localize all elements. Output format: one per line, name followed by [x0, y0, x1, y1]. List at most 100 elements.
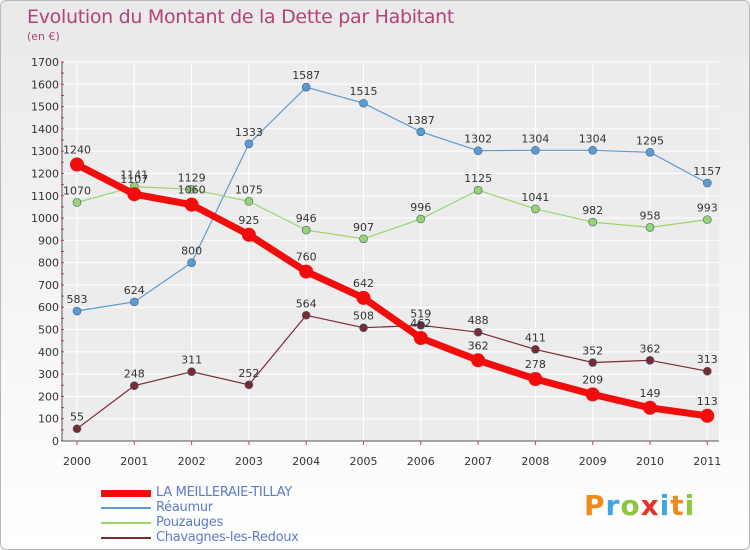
data-point-chavagnes-les-redoux: [359, 323, 368, 333]
data-label-chavagnes-les-redoux: 362: [640, 342, 661, 355]
data-label-pouzauges: 1075: [235, 183, 263, 196]
y-tick-label: 600: [38, 301, 59, 314]
data-point-la-meilleraie-tillay: [184, 197, 199, 212]
data-point-chavagnes-les-redoux: [588, 358, 598, 367]
data-label-r-aumur: 800: [181, 245, 202, 258]
data-point-chavagnes-les-redoux: [301, 310, 311, 320]
data-label-r-aumur: 1387: [407, 114, 435, 127]
data-point-la-meilleraie-tillay: [471, 353, 486, 368]
data-point-chavagnes-les-redoux: [645, 355, 655, 365]
x-tick-label: 2010: [636, 455, 664, 468]
data-label-r-aumur: 1333: [235, 126, 263, 139]
data-point-chavagnes-les-redoux: [72, 424, 82, 434]
chart-subtitle: (en €): [27, 30, 60, 43]
x-tick-label: 2005: [350, 455, 378, 468]
x-tick-label: 2000: [63, 455, 91, 468]
data-label-r-aumur: 583: [67, 293, 88, 306]
x-tick-label: 2003: [235, 455, 263, 468]
series-line-la-meilleraie-tillay: [75, 161, 708, 420]
data-label-chavagnes-les-redoux: 352: [582, 345, 603, 358]
chart-title: Evolution du Montant de la Dette par Hab…: [27, 6, 455, 28]
data-label-chavagnes-les-redoux: 508: [353, 310, 374, 323]
data-label-la-meilleraie-tillay: 1240: [63, 144, 91, 157]
data-label-r-aumur: 1302: [464, 133, 492, 146]
data-label-la-meilleraie-tillay: 1060: [178, 184, 206, 197]
data-label-pouzauges: 1041: [521, 191, 549, 204]
y-tick-label: 1500: [31, 101, 59, 114]
x-tick-label: 2008: [521, 455, 549, 468]
data-label-r-aumur: 1295: [636, 134, 664, 147]
data-point-r-aumur: [702, 178, 712, 188]
data-point-la-meilleraie-tillay: [299, 264, 314, 279]
data-label-la-meilleraie-tillay: 362: [468, 339, 489, 352]
series-line-r-aumur: [76, 86, 708, 312]
legend-swatch: [101, 537, 151, 539]
data-label-la-meilleraie-tillay: 278: [525, 358, 546, 371]
data-label-la-meilleraie-tillay: 462: [410, 317, 431, 330]
data-label-pouzauges: 1141: [120, 169, 148, 182]
legend-label: Pouzauges: [156, 515, 223, 530]
data-point-r-aumur: [588, 145, 598, 155]
data-point-r-aumur: [473, 146, 483, 156]
y-tick-label: 900: [38, 234, 59, 247]
y-tick-label: 1700: [31, 56, 59, 69]
data-label-pouzauges: 982: [582, 204, 603, 217]
data-label-chavagnes-les-redoux: 311: [181, 354, 202, 367]
x-tick-label: 2006: [407, 455, 435, 468]
data-point-chavagnes-les-redoux: [531, 345, 540, 354]
data-point-chavagnes-les-redoux: [416, 320, 426, 330]
data-point-la-meilleraie-tillay: [585, 387, 600, 402]
data-point-pouzauges: [244, 197, 254, 206]
legend-label: Réaumur: [156, 500, 213, 515]
data-label-pouzauges: 946: [296, 212, 317, 225]
x-tick-label: 2001: [120, 455, 148, 468]
data-point-la-meilleraie-tillay: [413, 331, 428, 346]
data-point-la-meilleraie-tillay: [700, 408, 715, 423]
data-label-pouzauges: 1125: [464, 172, 492, 185]
x-tick-label: 2004: [292, 455, 320, 468]
data-point-r-aumur: [301, 82, 311, 92]
data-point-la-meilleraie-tillay: [241, 227, 256, 242]
plot-area: [62, 62, 719, 441]
data-point-pouzauges: [588, 217, 598, 227]
y-tick-label: 1400: [31, 123, 59, 136]
data-label-chavagnes-les-redoux: 488: [468, 314, 489, 327]
y-tick-label: 1200: [31, 167, 59, 180]
series-line-pouzauges: [76, 186, 708, 240]
data-point-chavagnes-les-redoux: [473, 327, 483, 337]
y-tick-label: 0: [52, 435, 59, 448]
data-point-chavagnes-les-redoux: [130, 381, 139, 391]
data-label-chavagnes-les-redoux: 248: [124, 368, 145, 381]
data-point-pouzauges: [645, 223, 655, 232]
y-tick-label: 1100: [31, 190, 59, 203]
data-point-la-meilleraie-tillay: [356, 290, 371, 305]
data-label-chavagnes-les-redoux: 313: [697, 353, 718, 366]
data-label-pouzauges: 1129: [178, 171, 206, 184]
data-point-pouzauges: [416, 214, 426, 224]
data-label-chavagnes-les-redoux: 564: [296, 297, 317, 310]
data-point-chavagnes-les-redoux: [187, 367, 196, 376]
data-label-la-meilleraie-tillay: 149: [640, 387, 661, 400]
legend-swatch: [101, 507, 151, 509]
data-label-pouzauges: 993: [697, 202, 718, 215]
data-label-pouzauges: 958: [640, 209, 661, 222]
y-tick-label: 200: [38, 390, 59, 403]
y-tick-label: 800: [38, 257, 59, 270]
legend-label: Chavagnes-les-Redoux: [156, 530, 299, 545]
data-point-pouzauges: [359, 234, 368, 244]
y-tick-label: 400: [38, 346, 59, 359]
data-label-pouzauges: 996: [410, 201, 431, 214]
data-point-chavagnes-les-redoux: [244, 380, 254, 390]
data-point-r-aumur: [72, 306, 82, 316]
data-label-la-meilleraie-tillay: 209: [582, 373, 603, 386]
y-tick-label: 700: [38, 279, 59, 292]
y-tick-label: 100: [38, 413, 59, 426]
data-label-la-meilleraie-tillay: 113: [697, 395, 718, 408]
data-label-chavagnes-les-redoux: 252: [238, 367, 259, 380]
data-point-la-meilleraie-tillay: [70, 157, 84, 172]
y-tick-label: 300: [38, 368, 59, 381]
data-label-r-aumur: 1515: [350, 85, 378, 98]
data-point-r-aumur: [187, 258, 196, 267]
data-label-r-aumur: 1157: [693, 165, 721, 178]
data-point-chavagnes-les-redoux: [702, 366, 712, 376]
